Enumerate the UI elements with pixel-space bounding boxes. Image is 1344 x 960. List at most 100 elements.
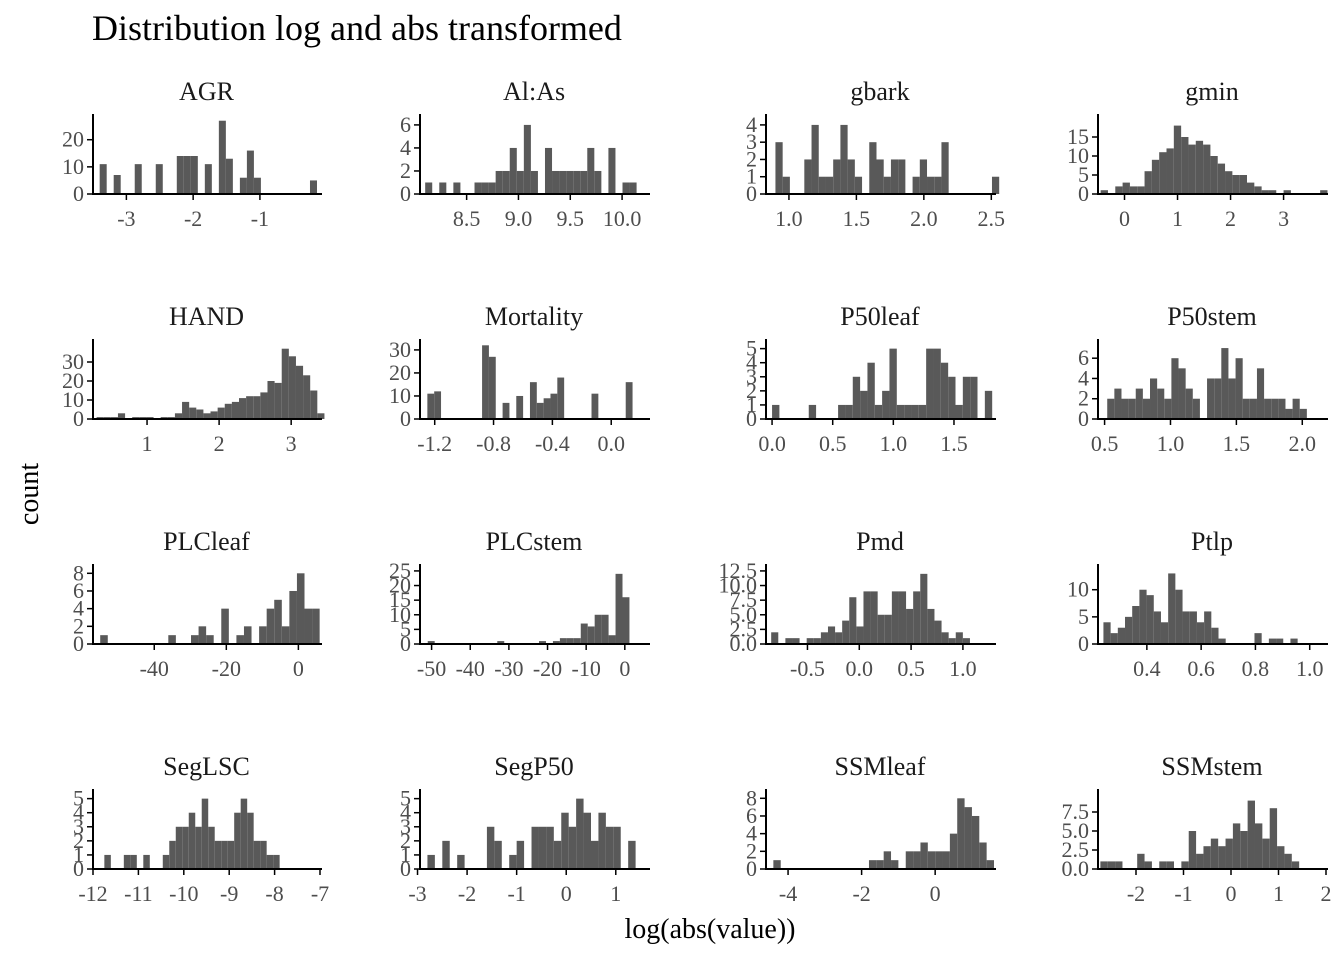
x-tick-label: -1 (1174, 881, 1192, 906)
histogram-bar (259, 626, 267, 644)
histogram-bar (442, 840, 450, 869)
histogram-bar (1159, 152, 1167, 194)
histogram-bar (1132, 606, 1140, 644)
histogram-bar (868, 860, 877, 869)
histogram-bar (246, 150, 254, 194)
x-tick-label: 1 (142, 431, 153, 456)
histogram-bar (196, 409, 204, 419)
histogram-bar (629, 182, 637, 194)
histogram-bar (1146, 595, 1154, 644)
x-tick-label: -10 (169, 881, 198, 906)
histogram-bar (898, 159, 906, 194)
y-tick-label: 0 (73, 406, 84, 431)
histogram-bar (439, 182, 447, 194)
histogram-bar (854, 176, 863, 194)
histogram-bar (580, 623, 588, 644)
histogram-bar (1135, 388, 1143, 419)
y-tick-label: 5.0 (730, 602, 758, 627)
bars (1100, 125, 1328, 194)
x-tick-label: -3 (117, 206, 135, 231)
histogram-bar (591, 840, 599, 869)
histogram-bar (891, 591, 899, 644)
y-axis-title: count (14, 463, 45, 525)
histogram-bar (613, 826, 621, 869)
y-tick-label: 3 (746, 129, 757, 154)
y-tick-label: 10 (389, 602, 411, 627)
histogram-bar (1290, 638, 1298, 644)
histogram-bar (771, 632, 779, 644)
histogram-bar (979, 842, 987, 869)
y-tick-label: 0 (400, 406, 411, 431)
histogram-bar (529, 382, 537, 419)
histogram-bar (1160, 622, 1169, 644)
histogram-bar (845, 404, 853, 419)
x-tick-label: -1.2 (417, 431, 452, 456)
x-tick-label: -1 (507, 881, 525, 906)
x-tick-label: 0.0 (597, 431, 625, 456)
y-tick-label: 6 (746, 803, 757, 828)
y-tick-label: 0 (746, 181, 757, 206)
x-tick-label: 0.4 (1133, 656, 1161, 681)
x-tick-label: 0 (1226, 881, 1237, 906)
histogram-bar (1181, 137, 1189, 194)
x-tick-label: 3 (286, 431, 297, 456)
histogram-bar (1151, 159, 1160, 194)
histogram-bar (863, 591, 871, 644)
x-tick-label: -10 (572, 656, 601, 681)
bars (96, 348, 325, 419)
histogram-bar (221, 608, 229, 644)
histogram-bar (615, 573, 623, 644)
histogram-bar (191, 635, 199, 644)
y-tick-label: 1 (746, 164, 757, 189)
histogram-bar (427, 641, 435, 644)
y-tick-label: 1 (73, 842, 84, 867)
bars (772, 348, 993, 419)
histogram-bar (134, 164, 142, 194)
y-tick-label: 4 (746, 112, 757, 137)
histogram-bar (104, 854, 111, 869)
histogram-bar (568, 826, 577, 869)
histogram-bar (962, 376, 971, 419)
histogram-bar (123, 854, 131, 869)
y-tick-label: 5 (73, 786, 84, 811)
x-tick-label: 0.8 (1242, 656, 1270, 681)
histogram-bar (811, 124, 819, 194)
histogram-bar (559, 638, 567, 644)
histogram-bar (948, 376, 956, 419)
y-tick-label: 10 (62, 154, 84, 179)
histogram-bar (842, 620, 850, 644)
histogram-bar (494, 840, 502, 869)
x-tick-label: -3 (408, 881, 426, 906)
histogram-bar (608, 147, 616, 194)
histogram-bar (552, 170, 560, 194)
histogram-bar (1137, 853, 1145, 869)
histogram-bar (1129, 186, 1138, 194)
histogram-bar (847, 159, 855, 194)
histogram-bar (188, 812, 196, 869)
bars (427, 345, 633, 419)
histogram-bar (99, 164, 107, 194)
histogram-bar (486, 826, 495, 869)
histogram-bar (792, 638, 800, 644)
histogram-bar (869, 142, 877, 194)
x-tick-label: 1.0 (880, 431, 908, 456)
y-tick-label: 4 (73, 596, 84, 621)
histogram-bar (566, 170, 574, 194)
x-tick-label: 1 (1172, 206, 1183, 231)
y-tick-label: 3 (400, 814, 411, 839)
histogram-bar (971, 815, 980, 869)
y-tick-label: 0 (1078, 181, 1089, 206)
panel-title: Ptlp (1191, 527, 1233, 556)
histogram-bar (890, 159, 899, 194)
histogram-bar (1175, 589, 1183, 644)
histogram-bar (587, 147, 595, 194)
y-tick-label: 0 (400, 856, 411, 881)
histogram-bar (1283, 190, 1291, 194)
bars (1107, 348, 1307, 419)
histogram-bar (474, 182, 482, 194)
y-tick-label: 2 (400, 828, 411, 853)
histogram-bar (175, 826, 183, 869)
